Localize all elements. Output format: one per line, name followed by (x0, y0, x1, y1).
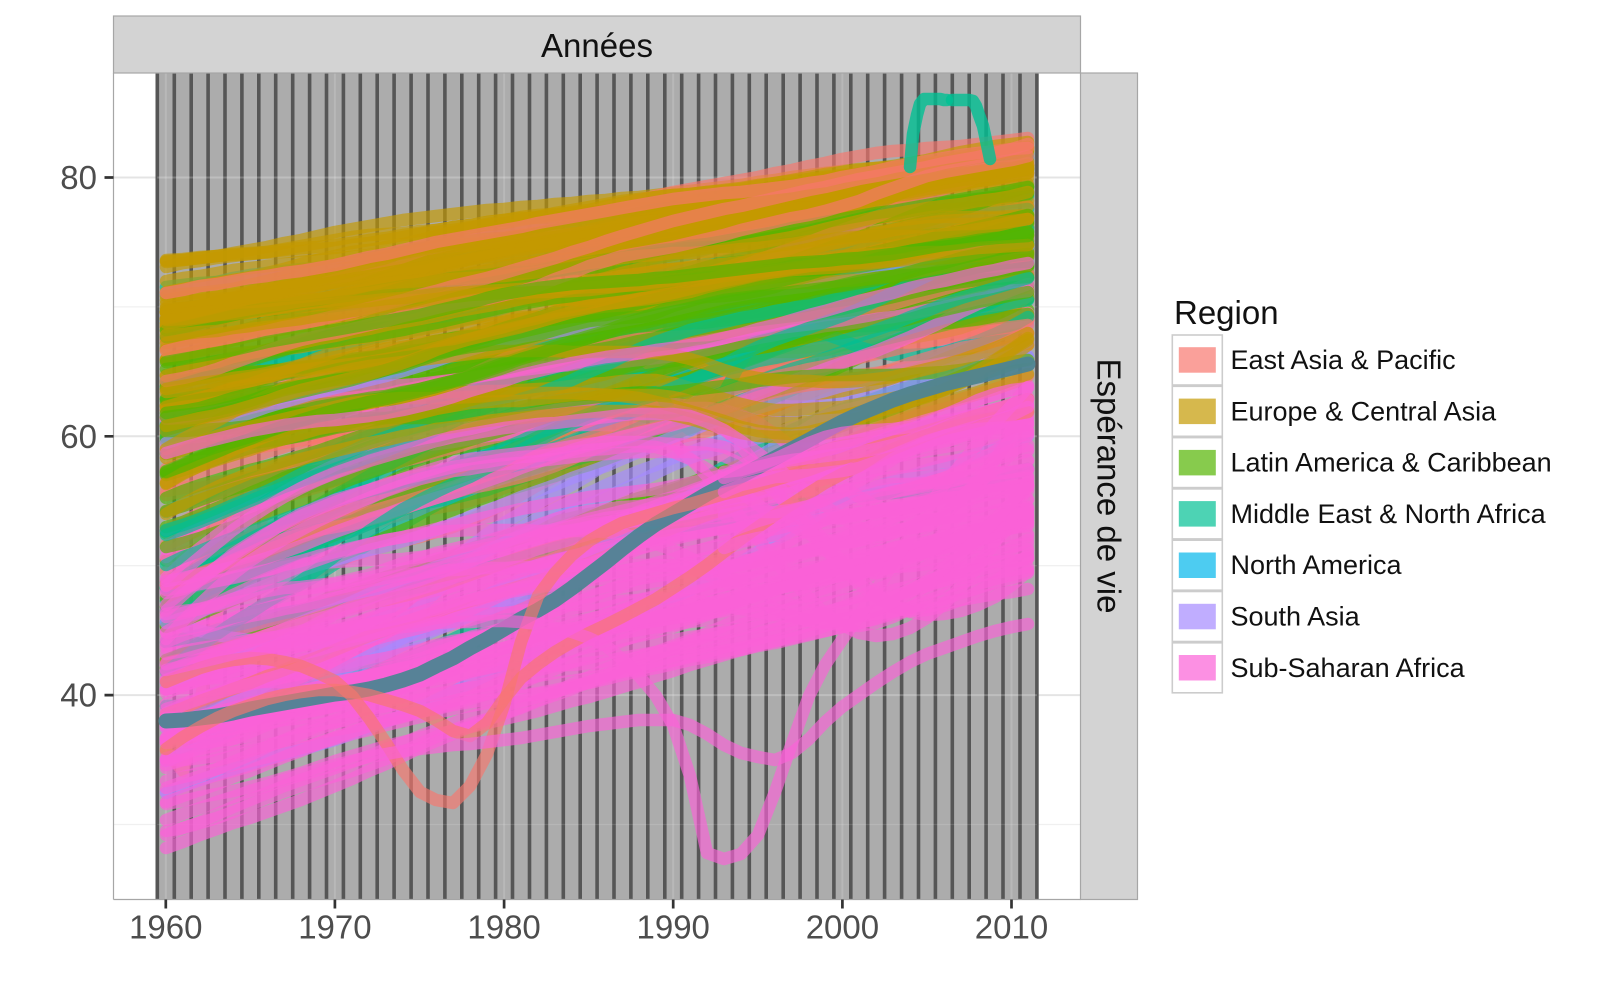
svg-text:60: 60 (60, 418, 97, 455)
svg-text:1990: 1990 (636, 909, 709, 946)
svg-text:Region: Region (1174, 294, 1279, 331)
svg-text:Middle East & North Africa: Middle East & North Africa (1231, 499, 1547, 529)
svg-text:Europe & Central Asia: Europe & Central Asia (1231, 396, 1498, 426)
svg-text:Années: Années (541, 27, 653, 64)
svg-text:East Asia & Pacific: East Asia & Pacific (1231, 345, 1456, 375)
svg-text:80: 80 (60, 159, 97, 196)
svg-text:Latin America & Caribbean: Latin America & Caribbean (1231, 448, 1552, 478)
svg-text:2000: 2000 (806, 909, 879, 946)
svg-text:North America: North America (1231, 550, 1403, 580)
svg-text:2010: 2010 (975, 909, 1048, 946)
svg-text:Sub-Saharan Africa: Sub-Saharan Africa (1231, 653, 1466, 683)
svg-text:Espérance de vie: Espérance de vie (1091, 359, 1128, 614)
svg-text:1960: 1960 (129, 909, 202, 946)
svg-text:40: 40 (60, 677, 97, 714)
svg-text:South Asia: South Asia (1231, 602, 1361, 632)
svg-text:1970: 1970 (298, 909, 371, 946)
svg-text:1980: 1980 (467, 909, 540, 946)
